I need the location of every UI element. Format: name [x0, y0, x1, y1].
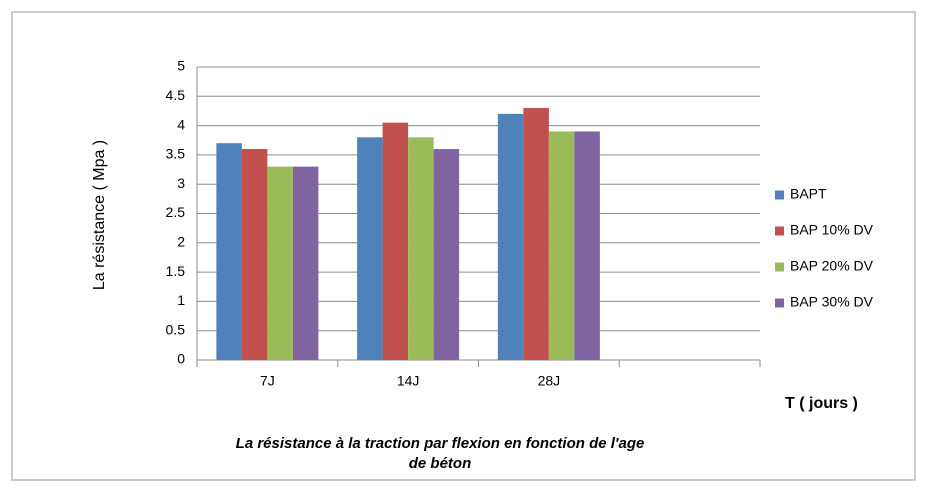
legend-swatch — [775, 262, 784, 272]
chart-title: La résistance à la traction par flexion … — [235, 435, 645, 472]
bar — [216, 143, 242, 360]
y-tick-label: 2 — [177, 234, 185, 250]
x-tick-label: 14J — [397, 373, 420, 389]
y-tick-label: 1 — [177, 292, 185, 308]
bar — [357, 137, 383, 360]
x-axis-label: T ( jours ) — [785, 395, 858, 412]
bar — [292, 166, 319, 360]
bar — [408, 137, 434, 360]
bar — [382, 122, 409, 360]
bar — [267, 166, 293, 360]
y-tick-label: 5 — [177, 58, 185, 74]
x-tick-label: 7J — [260, 373, 275, 389]
y-tick-label: 3 — [177, 175, 185, 191]
y-tick-label: 3.5 — [166, 146, 186, 162]
legend-label: BAP 20% DV — [790, 258, 874, 274]
y-tick-label: 2.5 — [166, 204, 186, 220]
y-tick-label: 4.5 — [166, 87, 186, 103]
y-axis-label: La résistance ( Mpa ) — [91, 140, 108, 290]
bar — [241, 149, 268, 360]
y-tick-label: 4 — [177, 116, 185, 132]
y-tick-label: 1.5 — [166, 263, 186, 279]
chart-frame — [11, 11, 916, 481]
x-tick-label: 28J — [538, 373, 561, 389]
legend-label: BAPT — [790, 186, 827, 202]
bar — [523, 108, 549, 361]
bar — [574, 131, 600, 360]
legend-swatch — [775, 190, 784, 200]
bar — [497, 113, 524, 360]
legend-label: BAP 30% DV — [790, 294, 874, 310]
bar — [548, 131, 575, 360]
legend-label: BAP 10% DV — [790, 222, 874, 238]
y-tick-label: 0 — [177, 351, 185, 367]
y-tick-label: 0.5 — [166, 321, 186, 337]
bar — [433, 149, 460, 360]
legend-swatch — [775, 226, 784, 236]
legend-swatch — [775, 298, 784, 308]
